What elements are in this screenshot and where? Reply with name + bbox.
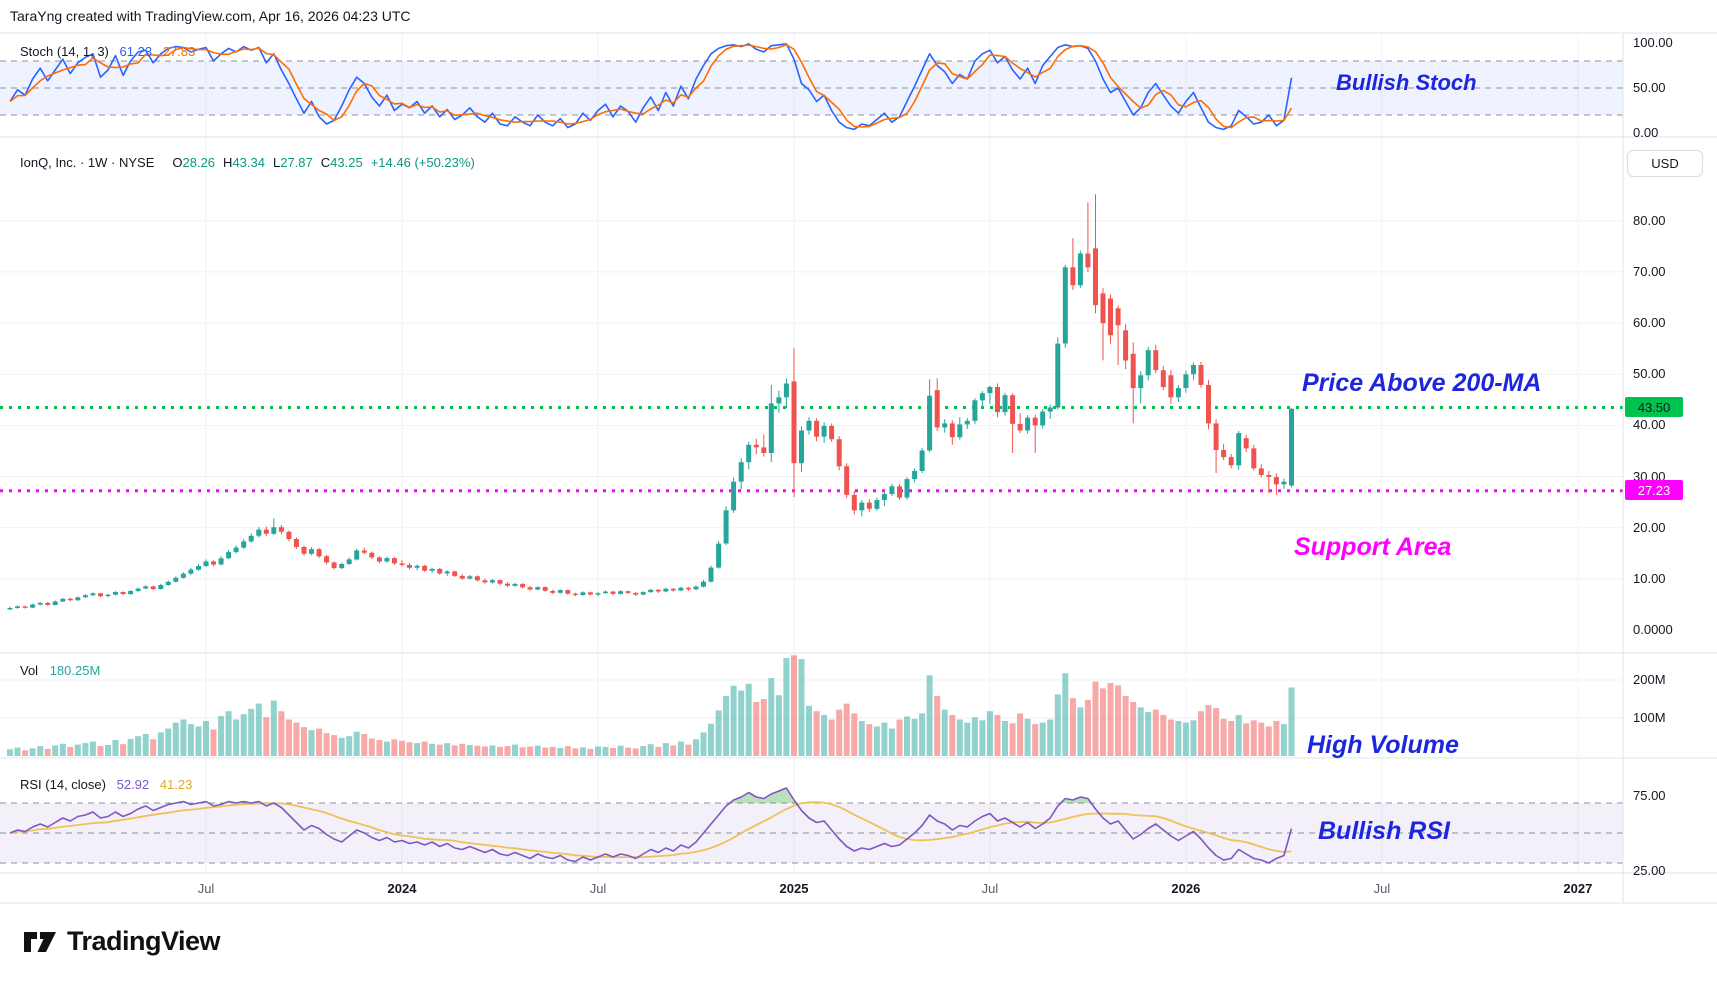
stoch-axis-label: 50.00 xyxy=(1633,80,1666,95)
symbol-title: IonQ, Inc. · 1W · NYSE xyxy=(20,155,155,170)
open-key: O xyxy=(172,155,183,170)
time-axis-label: 2024 xyxy=(387,881,417,896)
volume-legend-label: Vol xyxy=(20,663,39,678)
time-axis-label: Jul xyxy=(1373,881,1391,896)
low-key: L xyxy=(272,155,281,170)
volume-axis-label: 100M xyxy=(1633,710,1666,725)
price-axis-label: 60.00 xyxy=(1633,315,1666,331)
volume-value: 180.25M xyxy=(49,663,101,678)
price-axis-label: 20.00 xyxy=(1633,519,1666,535)
close-key: C xyxy=(320,155,331,170)
currency-button[interactable]: USD xyxy=(1627,150,1703,177)
support-price-tag: 27.23 xyxy=(1625,480,1683,500)
price-axis-label: 70.00 xyxy=(1633,263,1666,279)
chart-annotation: Bullish RSI xyxy=(1318,817,1450,845)
stoch-axis-label: 100.00 xyxy=(1633,35,1673,50)
volume-legend[interactable]: Vol 180.25M xyxy=(20,663,100,678)
chart-annotation: Bullish Stoch xyxy=(1336,70,1477,95)
rsi-legend[interactable]: RSI (14, close) 52.92 41.23 xyxy=(20,777,192,792)
stoch-legend-label: Stoch (14, 1, 3) xyxy=(20,44,109,59)
high-key: H xyxy=(223,155,233,170)
rsi-ma-value: 41.23 xyxy=(159,777,193,792)
time-axis-label: Jul xyxy=(197,881,215,896)
stoch-d-value: 27.83 xyxy=(162,44,196,59)
chart-annotation: Price Above 200-MA xyxy=(1302,369,1542,397)
close-value: 43.25 xyxy=(330,155,363,170)
tradingview-logo[interactable]: TradingView xyxy=(22,926,221,957)
volume-axis-label: 200M xyxy=(1633,672,1666,687)
attribution-header: TaraYng created with TradingView.com, Ap… xyxy=(10,8,411,24)
price-axis-label: 50.00 xyxy=(1633,366,1666,382)
symbol-legend[interactable]: IonQ, Inc. · 1W · NYSE O28.26 H43.34 L27.87… xyxy=(20,155,475,170)
low-value: 27.87 xyxy=(280,155,313,170)
resistance-price-tag: 43.50 xyxy=(1625,397,1683,417)
price-axis-label: 10.00 xyxy=(1633,570,1666,586)
time-axis-label: Jul xyxy=(981,881,999,896)
change-value: +14.46 (+50.23%) xyxy=(370,155,475,170)
stoch-legend[interactable]: Stoch (14, 1, 3) 61.23 27.83 xyxy=(20,44,195,59)
time-axis-label: 2025 xyxy=(779,881,809,896)
time-axis-label: 2026 xyxy=(1171,881,1201,896)
open-value: 28.26 xyxy=(182,155,216,170)
rsi-axis-label: 25.00 xyxy=(1633,862,1666,878)
rsi-axis-label: 75.00 xyxy=(1633,787,1666,803)
stoch-axis-label: 0.00 xyxy=(1633,125,1659,140)
tradingview-logo-icon xyxy=(24,931,56,952)
price-axis-label: 40.00 xyxy=(1633,417,1666,433)
price-axis-label: 30.00 xyxy=(1633,468,1666,484)
stoch-k-value: 61.23 xyxy=(119,44,153,59)
high-value: 43.34 xyxy=(232,155,265,170)
rsi-legend-label: RSI (14, close) xyxy=(20,777,106,792)
chart-annotation: Support Area xyxy=(1294,533,1452,561)
rsi-value: 52.92 xyxy=(116,777,150,792)
time-axis-label: Jul xyxy=(589,881,607,896)
price-axis-label: 0.0000 xyxy=(1633,622,1673,637)
price-axis-label: 80.00 xyxy=(1633,212,1666,228)
time-axis-label: 2027 xyxy=(1563,881,1593,896)
chart-annotation: High Volume xyxy=(1307,731,1459,759)
tradingview-logo-text: TradingView xyxy=(67,926,221,956)
attribution-text: TaraYng created with TradingView.com, Ap… xyxy=(10,8,411,24)
